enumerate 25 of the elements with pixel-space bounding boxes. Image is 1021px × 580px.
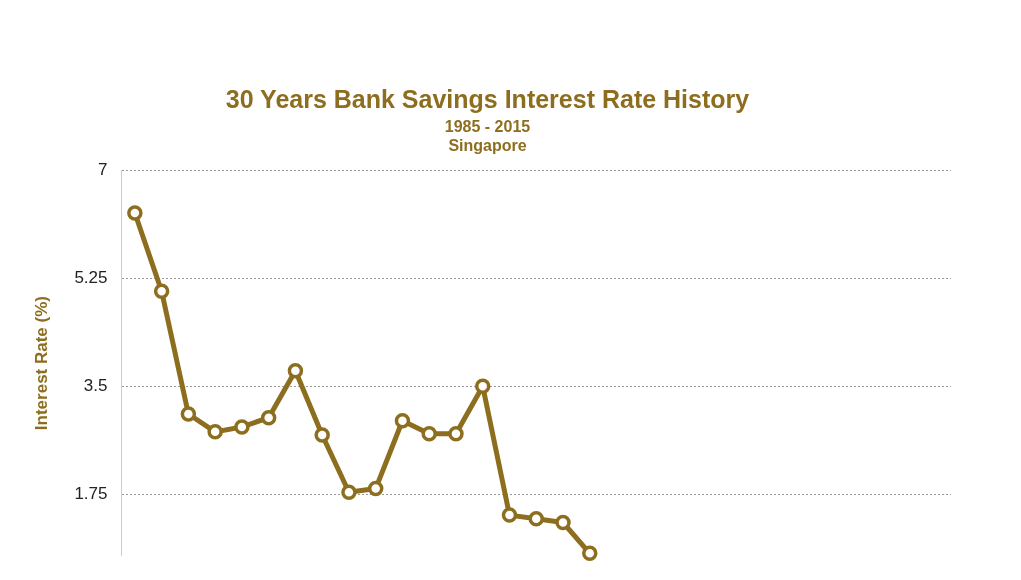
point [314,427,330,443]
point [474,378,491,394]
point [582,545,598,562]
point [341,484,357,501]
y-axis-title: Interest Rate (%) [31,296,51,431]
chart-subtitle: 1985 - 2015 Singapore [444,118,531,155]
point [555,514,571,531]
y-tick-label: 7 [98,160,108,180]
point [260,409,277,426]
point [127,205,143,221]
point [421,425,437,442]
point [394,413,411,429]
point [180,406,197,422]
point [287,363,304,379]
point [234,419,250,435]
point [501,507,518,523]
point [207,424,223,440]
point [153,283,170,300]
point [448,425,464,442]
y-tick-label: 5.25 [74,268,108,287]
y-tick-label: 3.5 [83,375,108,395]
chart-title: 30 Years Bank Savings Interest Rate History [225,84,750,113]
point [367,480,384,497]
y-tick-label: 1.75 [74,483,108,503]
point [528,511,544,527]
